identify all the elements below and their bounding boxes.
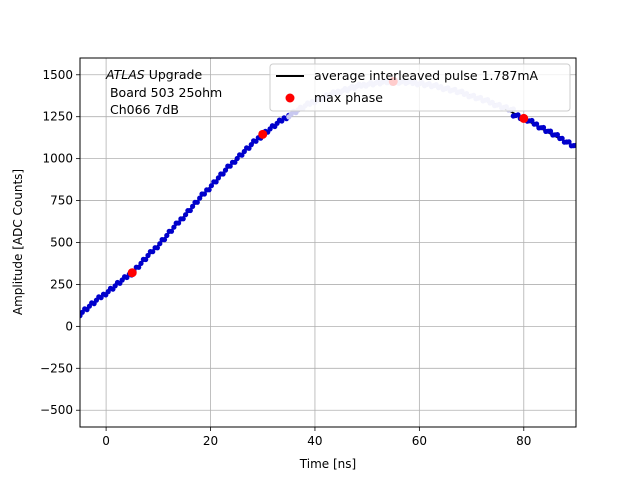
max-phase-marker	[127, 268, 137, 278]
legend-label-max-phase: max phase	[314, 90, 383, 105]
annotation-block: ATLAS Upgrade Board 503 25ohm Ch066 7dB	[105, 67, 222, 117]
data-point	[220, 171, 226, 177]
y-tick-label: 0	[65, 319, 73, 333]
data-point	[150, 249, 156, 255]
data-point	[248, 142, 254, 148]
data-point	[213, 179, 219, 185]
data-point	[145, 252, 151, 259]
data-point	[222, 167, 229, 173]
y-tick-label: 1250	[42, 110, 73, 124]
data-point	[208, 183, 214, 189]
data-point	[573, 142, 576, 148]
x-tick-label: 20	[203, 434, 218, 448]
data-point	[190, 203, 196, 209]
data-point	[168, 228, 175, 234]
data-point	[234, 155, 240, 162]
data-point	[227, 163, 233, 169]
data-point	[197, 195, 203, 201]
x-tick-label: 60	[412, 434, 427, 448]
data-point	[547, 128, 554, 134]
data-point	[157, 241, 163, 247]
data-point	[206, 187, 212, 193]
data-point	[566, 139, 572, 145]
x-tick-label: 0	[102, 434, 110, 448]
annotation-atlas: ATLAS	[105, 67, 145, 82]
data-point	[180, 216, 186, 222]
data-point	[136, 264, 142, 270]
data-point	[540, 124, 547, 131]
data-point	[239, 152, 245, 158]
annotation-line-2: Board 503 25ohm	[106, 85, 222, 100]
data-point	[176, 220, 182, 226]
annotation-upgrade: Upgrade	[145, 67, 203, 82]
data-point	[183, 212, 189, 218]
y-tick-label: 1000	[42, 152, 73, 166]
data-point	[232, 159, 238, 165]
x-tick-label: 80	[516, 434, 531, 448]
x-tick-label: 40	[307, 434, 322, 448]
max-phase-marker	[258, 129, 268, 139]
data-point	[534, 121, 540, 127]
data-point	[554, 132, 561, 138]
y-tick-label: −250	[40, 361, 73, 375]
y-tick-label: 750	[50, 194, 73, 208]
annotation-line-3: Ch066 7dB	[106, 102, 179, 117]
legend-box	[269, 63, 571, 112]
data-point	[559, 135, 565, 141]
legend: average interleaved pulse 1.787mA max ph…	[269, 63, 571, 112]
data-point	[161, 237, 168, 243]
y-axis-label: Amplitude [ADC Counts]	[11, 169, 25, 315]
y-tick-label: −500	[40, 403, 73, 417]
y-tick-label: 1500	[42, 68, 73, 82]
data-point	[164, 232, 170, 239]
x-axis-label: Time [ns]	[299, 457, 356, 471]
ticks: 0 20 40 60 80 −500 −250 0 250 500 750 1000 1250 1500	[40, 68, 531, 448]
data-point	[154, 245, 160, 251]
legend-label-average: average interleaved pulse 1.787mA	[314, 68, 539, 83]
data-point	[138, 260, 144, 266]
annotation-line-1: ATLAS Upgrade	[105, 67, 202, 82]
data-point	[201, 191, 207, 197]
data-point	[246, 145, 252, 151]
data-point	[171, 224, 177, 230]
data-point	[187, 207, 193, 214]
data-point	[215, 175, 221, 181]
data-point	[143, 256, 149, 263]
data-point	[194, 199, 200, 205]
legend-marker-swatch	[285, 93, 295, 103]
y-tick-label: 500	[50, 236, 73, 250]
max-phase-marker	[519, 113, 529, 123]
y-tick-label: 250	[50, 277, 73, 291]
